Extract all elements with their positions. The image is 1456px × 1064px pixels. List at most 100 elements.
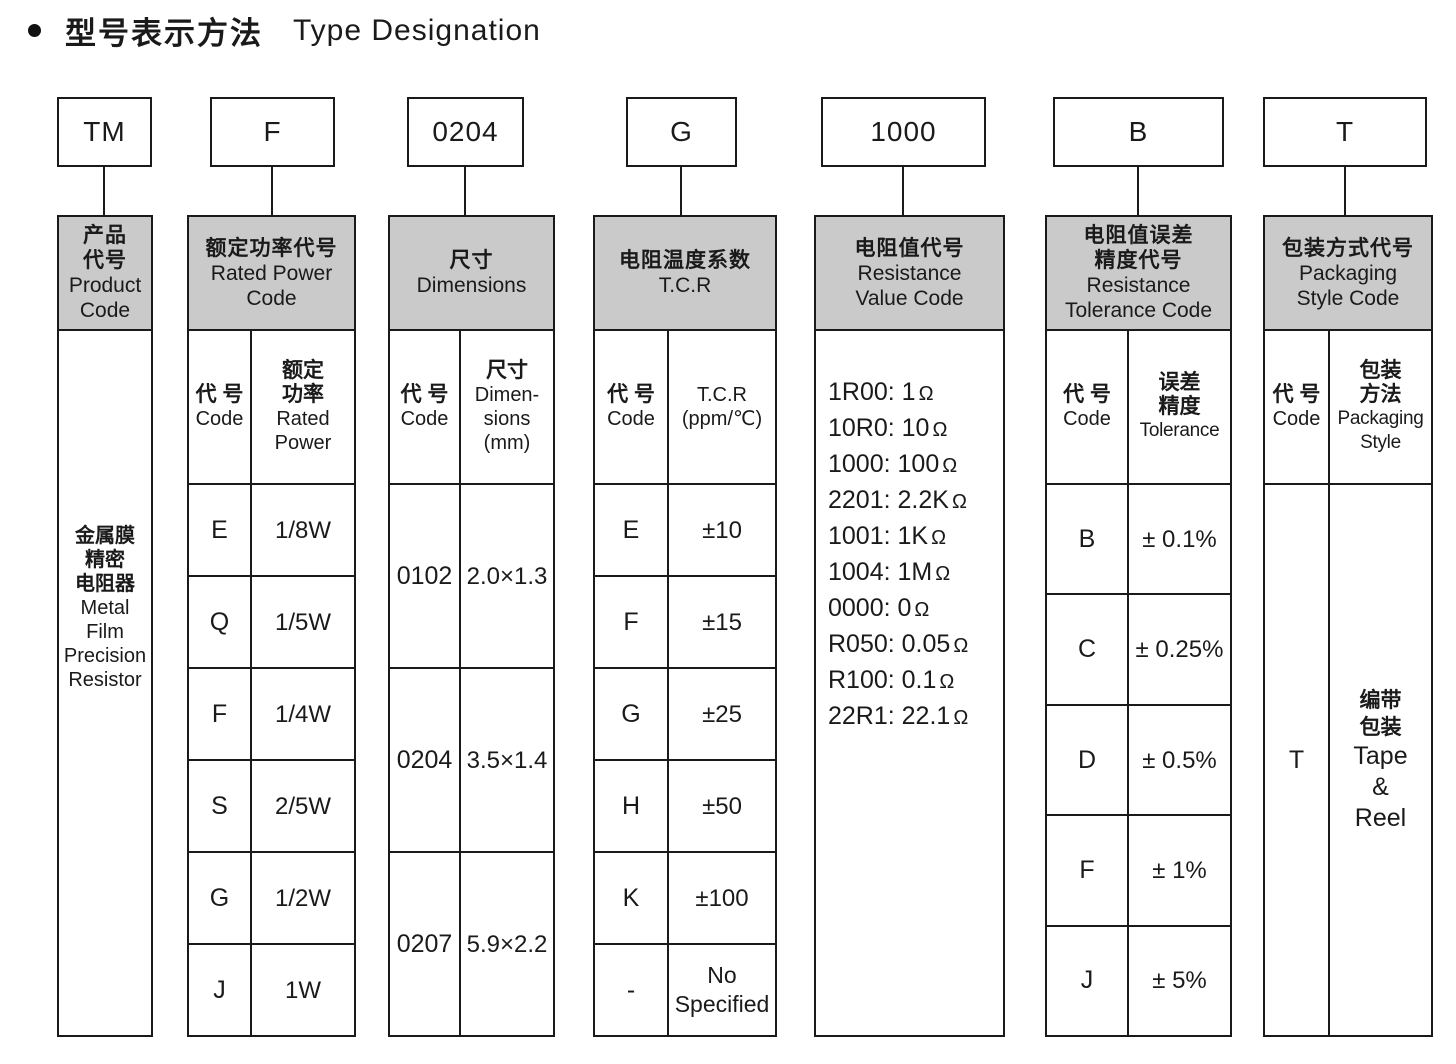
ohm-symbol: Ω bbox=[953, 635, 969, 657]
header-line: Code bbox=[79, 299, 131, 322]
table-row: B ± 0.1% bbox=[1047, 485, 1230, 594]
table-row: C ± 0.25% bbox=[1047, 593, 1230, 704]
body-line: 金属膜 bbox=[75, 525, 135, 547]
resistance-value-text: 1004: 1M bbox=[828, 558, 933, 586]
code-cell: T bbox=[1265, 485, 1330, 1035]
table-row: K ±100 bbox=[595, 851, 775, 943]
resistance-value-item: 1000: 100 Ω bbox=[828, 447, 999, 483]
table-row: 0207 5.9×2.2 bbox=[390, 851, 553, 1035]
subheader-value-cell: T.C.R (ppm/℃) bbox=[669, 331, 775, 483]
code-cell: C bbox=[1047, 595, 1129, 704]
header-line: 尺寸 bbox=[449, 249, 494, 272]
table-row: D ± 0.5% bbox=[1047, 703, 1230, 815]
table-row: Q 1/5W bbox=[189, 575, 354, 667]
subheader-code-cell: 代 号 Code bbox=[189, 331, 252, 483]
resistance-value-text: 10R0: 10 bbox=[828, 414, 930, 442]
column-product-code: 产品 代号 Product Code 金属膜 精密 电阻器 Metal Film… bbox=[57, 215, 153, 1037]
header-line: 产品 bbox=[83, 224, 127, 247]
resistance-value-item: 2201: 2.2K Ω bbox=[828, 483, 999, 519]
code-cell: H bbox=[595, 761, 669, 851]
ohm-symbol: Ω bbox=[931, 527, 947, 549]
subheader-line: Style bbox=[1360, 432, 1401, 453]
connector-line bbox=[271, 167, 273, 217]
value-cell: ± 0.25% bbox=[1135, 636, 1224, 664]
value-cell: No Specified bbox=[674, 962, 770, 1017]
part-code-box-power: F bbox=[210, 97, 335, 167]
subheader-value-cell: 额定 功率 Rated Power bbox=[252, 331, 354, 483]
resistance-value-text: 1000: 100 bbox=[828, 450, 940, 478]
value-cell: 1/5W bbox=[274, 608, 331, 636]
body-line: 电阻器 bbox=[75, 573, 135, 595]
subheader-line: 包装 bbox=[1359, 359, 1402, 382]
table-row: G 1/2W bbox=[189, 851, 354, 943]
value-cell: ± 1% bbox=[1152, 856, 1207, 884]
resistance-value-header: 电阻值代号 Resistance Value Code bbox=[816, 217, 1003, 331]
connector-line bbox=[1137, 167, 1139, 217]
value-cell: ± 0.1% bbox=[1142, 525, 1217, 553]
column-tcr: 电阻温度系数 T.C.R 代 号 Code T.C.R (ppm/℃) E ±10… bbox=[593, 215, 777, 1037]
value-cell: ± 5% bbox=[1152, 967, 1207, 995]
subheader-line: Code bbox=[1063, 408, 1111, 430]
header-line: 额定功率代号 bbox=[205, 236, 338, 260]
page-title: 型号表示方法 Type Designation bbox=[28, 8, 541, 53]
rated-power-header: 额定功率代号 Rated Power Code bbox=[189, 217, 354, 331]
ohm-symbol: Ω bbox=[953, 707, 969, 729]
value-cell: 1/4W bbox=[274, 700, 331, 728]
code-cell: D bbox=[1047, 705, 1129, 815]
ohm-symbol: Ω bbox=[951, 491, 967, 513]
resistance-value-text: R050: 0.05 bbox=[828, 630, 951, 658]
subheader-line: sions bbox=[483, 408, 531, 430]
resistance-value-text: 1001: 1K bbox=[828, 522, 929, 550]
code-cell: E bbox=[595, 485, 669, 575]
code-cell: 0207 bbox=[390, 853, 461, 1035]
subheader-line: 误差 bbox=[1158, 371, 1201, 394]
table-row: F 1/4W bbox=[189, 667, 354, 759]
value-cell: 1W bbox=[285, 976, 321, 1004]
subheader-row: 代 号 Code 尺寸 Dimen- sions (mm) bbox=[390, 331, 553, 485]
product-code-header: 产品 代号 Product Code bbox=[59, 217, 151, 331]
table-row: J 1W bbox=[189, 943, 354, 1035]
subheader-value-cell: 包装 方法 Packaging Style bbox=[1330, 331, 1431, 483]
subheader-line: 代 号 bbox=[400, 383, 449, 406]
value-cell: ±15 bbox=[702, 608, 742, 636]
tolerance-header: 电阻值误差 精度代号 Resistance Tolerance Code bbox=[1047, 217, 1230, 331]
value-cell: 1/2W bbox=[274, 884, 331, 912]
resistance-value-item: R050: 0.05 Ω bbox=[828, 627, 999, 663]
header-line: Rated Power bbox=[210, 261, 333, 285]
subheader-code-cell: 代 号 Code bbox=[595, 331, 669, 483]
header-line: 电阻值代号 bbox=[854, 236, 965, 260]
header-line: Resistance bbox=[1086, 274, 1191, 297]
subheader-line: Code bbox=[400, 408, 449, 430]
column-tolerance: 电阻值误差 精度代号 Resistance Tolerance Code 代 号… bbox=[1045, 215, 1232, 1037]
resistance-value-text: 2201: 2.2K bbox=[828, 486, 949, 514]
header-line: 包装方式代号 bbox=[1282, 236, 1414, 260]
column-packaging: 包装方式代号 Packaging Style Code 代 号 Code 包装 … bbox=[1263, 215, 1433, 1037]
value-line: Tape bbox=[1353, 741, 1408, 770]
subheader-line: Power bbox=[274, 432, 332, 454]
product-code-body: 金属膜 精密 电阻器 Metal Film Precision Resistor bbox=[59, 331, 151, 1035]
subheader-line: 尺寸 bbox=[486, 359, 528, 382]
connector-line bbox=[103, 167, 105, 217]
resistance-value-text: 22R1: 22.1 bbox=[828, 702, 951, 730]
resistance-value-item: R100: 0.1 Ω bbox=[828, 663, 999, 699]
subheader-line: 代 号 bbox=[607, 383, 655, 406]
subheader-value-cell: 误差 精度 Tolerance bbox=[1129, 331, 1230, 483]
subheader-line: Code bbox=[607, 408, 655, 430]
header-line: 代号 bbox=[83, 249, 127, 272]
ohm-symbol: Ω bbox=[932, 419, 948, 441]
resistance-value-text: R100: 0.1 bbox=[828, 666, 937, 694]
packaging-rows: T 编带 包装 Tape & Reel bbox=[1265, 485, 1431, 1035]
header-line: 电阻温度系数 bbox=[619, 249, 751, 272]
subheader-row: 代 号 Code 误差 精度 Tolerance bbox=[1047, 331, 1230, 485]
tcr-header: 电阻温度系数 T.C.R bbox=[595, 217, 775, 331]
code-cell: J bbox=[189, 945, 252, 1035]
connector-line bbox=[902, 167, 904, 217]
body-line: 精密 bbox=[85, 549, 125, 571]
subheader-line: 代 号 bbox=[1272, 383, 1321, 406]
subheader-line: Code bbox=[195, 408, 244, 430]
header-line: Packaging bbox=[1298, 261, 1398, 285]
body-line: Metal bbox=[80, 597, 130, 619]
